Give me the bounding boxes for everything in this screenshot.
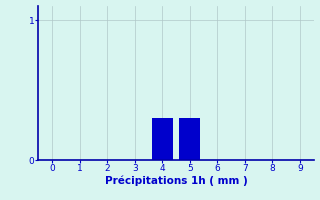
X-axis label: Précipitations 1h ( mm ): Précipitations 1h ( mm ) [105, 176, 247, 186]
Bar [152, 118, 172, 160]
Bar [180, 118, 200, 160]
